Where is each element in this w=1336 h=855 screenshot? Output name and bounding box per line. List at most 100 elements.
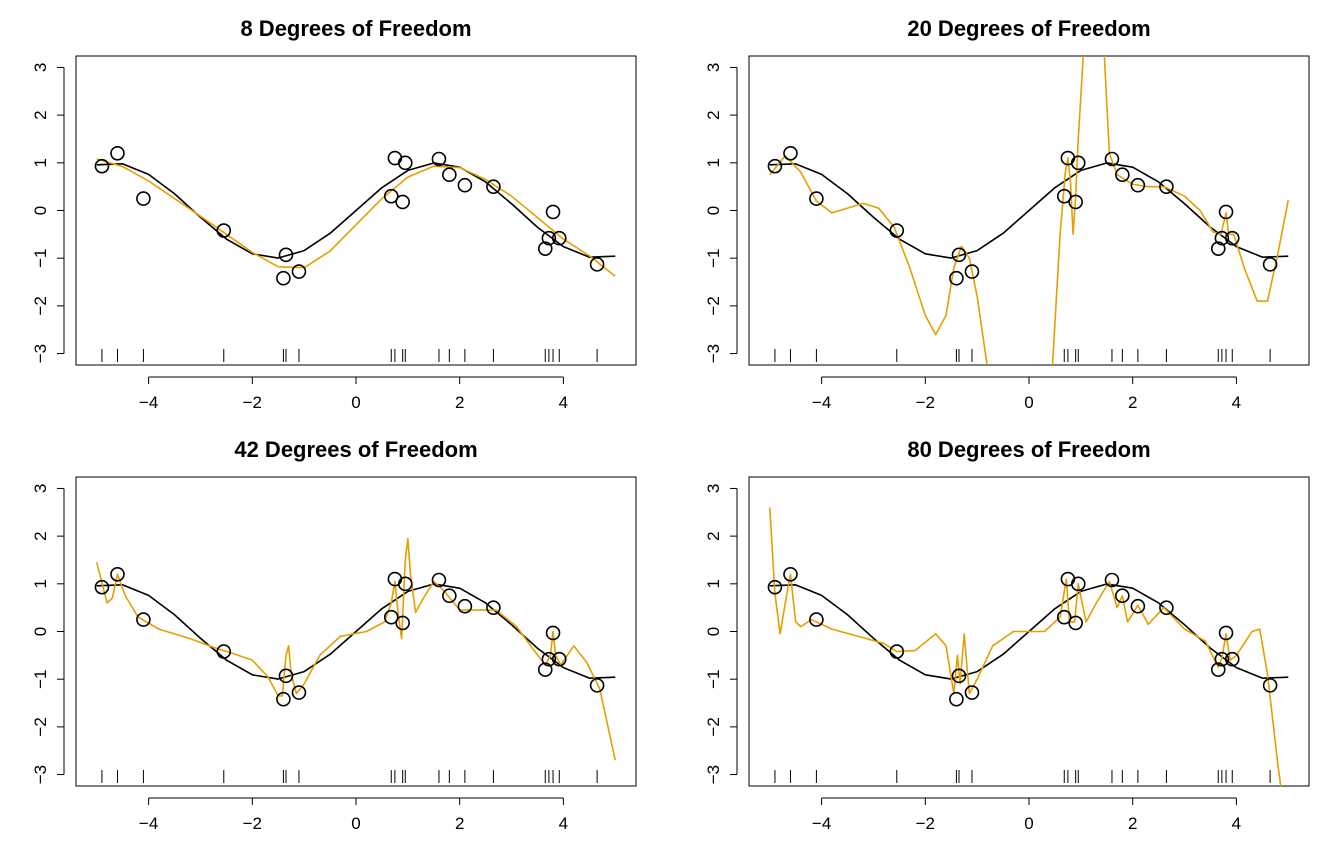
y-tick-label: −3 [704,344,723,363]
y-tick-label: 2 [704,110,723,119]
y-tick-label: 0 [704,206,723,215]
data-point [951,668,967,684]
data-point [1262,678,1278,693]
data-point [1068,615,1083,631]
data-point [1115,588,1130,604]
data-point [551,230,567,246]
x-tick-label: −4 [812,814,831,833]
data-point [1159,179,1174,194]
data-point [551,651,567,667]
data-point [541,651,557,667]
y-tick-label: −3 [31,765,50,784]
data-point [1115,167,1130,183]
x-tick-label: 0 [351,393,360,412]
panel: 8 Degrees of Freedom −4 −2 0 2 4 −3 −2 −1 0 1 2 3 [31,16,637,412]
panel: 80 Degrees of Freedom −4 −2 0 2 4 −3 −2 −1 0 1 2 3 [704,437,1310,833]
x-tick-label: 2 [455,393,464,412]
data-point [1224,651,1240,667]
data-point [545,625,561,641]
y-tick-label: 1 [31,158,50,167]
data-point [537,241,553,256]
x-tick-label: 4 [1232,814,1241,833]
chart-title: 20 Degrees of Freedom [907,16,1150,41]
data-point [276,270,291,286]
y-tick-label: 3 [31,484,50,493]
data-point [1210,662,1226,677]
data-point [809,612,824,627]
true-curve [769,162,1289,259]
data-point [589,678,605,693]
chart-title: 80 Degrees of Freedom [907,437,1150,462]
data-point [276,691,291,707]
data-point [291,685,307,700]
y-tick-label: −1 [704,669,723,688]
data-point [457,177,473,193]
x-tick-label: 4 [1232,393,1241,412]
x-tick-label: 0 [1024,393,1033,412]
y-tick-label: −3 [31,344,50,363]
plot-box [75,476,637,787]
x-tick-label: 0 [351,814,360,833]
data-point [783,145,798,161]
y-tick-label: 3 [704,63,723,72]
y-tick-label: 0 [31,206,50,215]
data-point [395,194,410,210]
data-point [1104,151,1120,167]
x-tick-label: −2 [916,814,935,833]
data-point [291,264,307,279]
data-point [589,257,605,272]
x-tick-label: −4 [139,393,158,412]
data-point [1104,572,1120,588]
data-point [1214,651,1230,667]
x-tick-label: −2 [916,393,935,412]
data-point [767,579,783,595]
data-point [1130,598,1146,614]
data-point [383,609,399,625]
x-tick-label: 4 [559,393,568,412]
data-point [431,572,447,588]
x-tick-label: 2 [455,814,464,833]
panel: 42 Degrees of Freedom −4 −2 0 2 4 −3 −2 −1 0 1 2 3 [31,437,637,833]
data-point [889,223,905,238]
y-tick-label: 1 [704,158,723,167]
true-curve [96,162,616,259]
x-tick-label: −4 [139,814,158,833]
data-point [964,264,980,279]
data-point [110,145,125,161]
y-tick-label: −1 [31,248,50,267]
x-tick-label: 2 [1128,814,1137,833]
data-point [278,668,294,684]
data-point [1130,177,1146,193]
data-point [951,247,967,263]
data-point [486,179,501,194]
y-tick-label: 2 [31,110,50,119]
chart-title: 42 Degrees of Freedom [234,437,477,462]
y-tick-label: 3 [704,484,723,493]
data-point [1262,257,1278,272]
data-point [1070,576,1086,592]
plot-box [748,55,1310,366]
fit-curve [768,507,1282,786]
panel: 20 Degrees of Freedom −4 −2 0 2 4 −3 −2 −1 0 1 2 3 [704,16,1310,412]
data-point [767,158,783,174]
data-point [949,691,964,707]
y-tick-label: 2 [31,531,50,540]
y-tick-label: −1 [704,248,723,267]
y-tick-label: 3 [31,63,50,72]
data-point [545,204,561,220]
y-tick-label: 1 [704,579,723,588]
true-curve [96,583,616,680]
data-point [431,151,447,167]
data-point [94,579,110,595]
plot-box [75,55,637,366]
x-tick-label: −2 [243,814,262,833]
data-point [1070,155,1086,171]
data-point [1056,188,1072,204]
x-tick-label: 4 [559,814,568,833]
data-point [136,612,151,627]
data-point [949,270,964,286]
x-tick-label: −4 [812,393,831,412]
chart-title: 8 Degrees of Freedom [240,16,471,41]
data-point [216,223,232,238]
data-point [541,230,557,246]
